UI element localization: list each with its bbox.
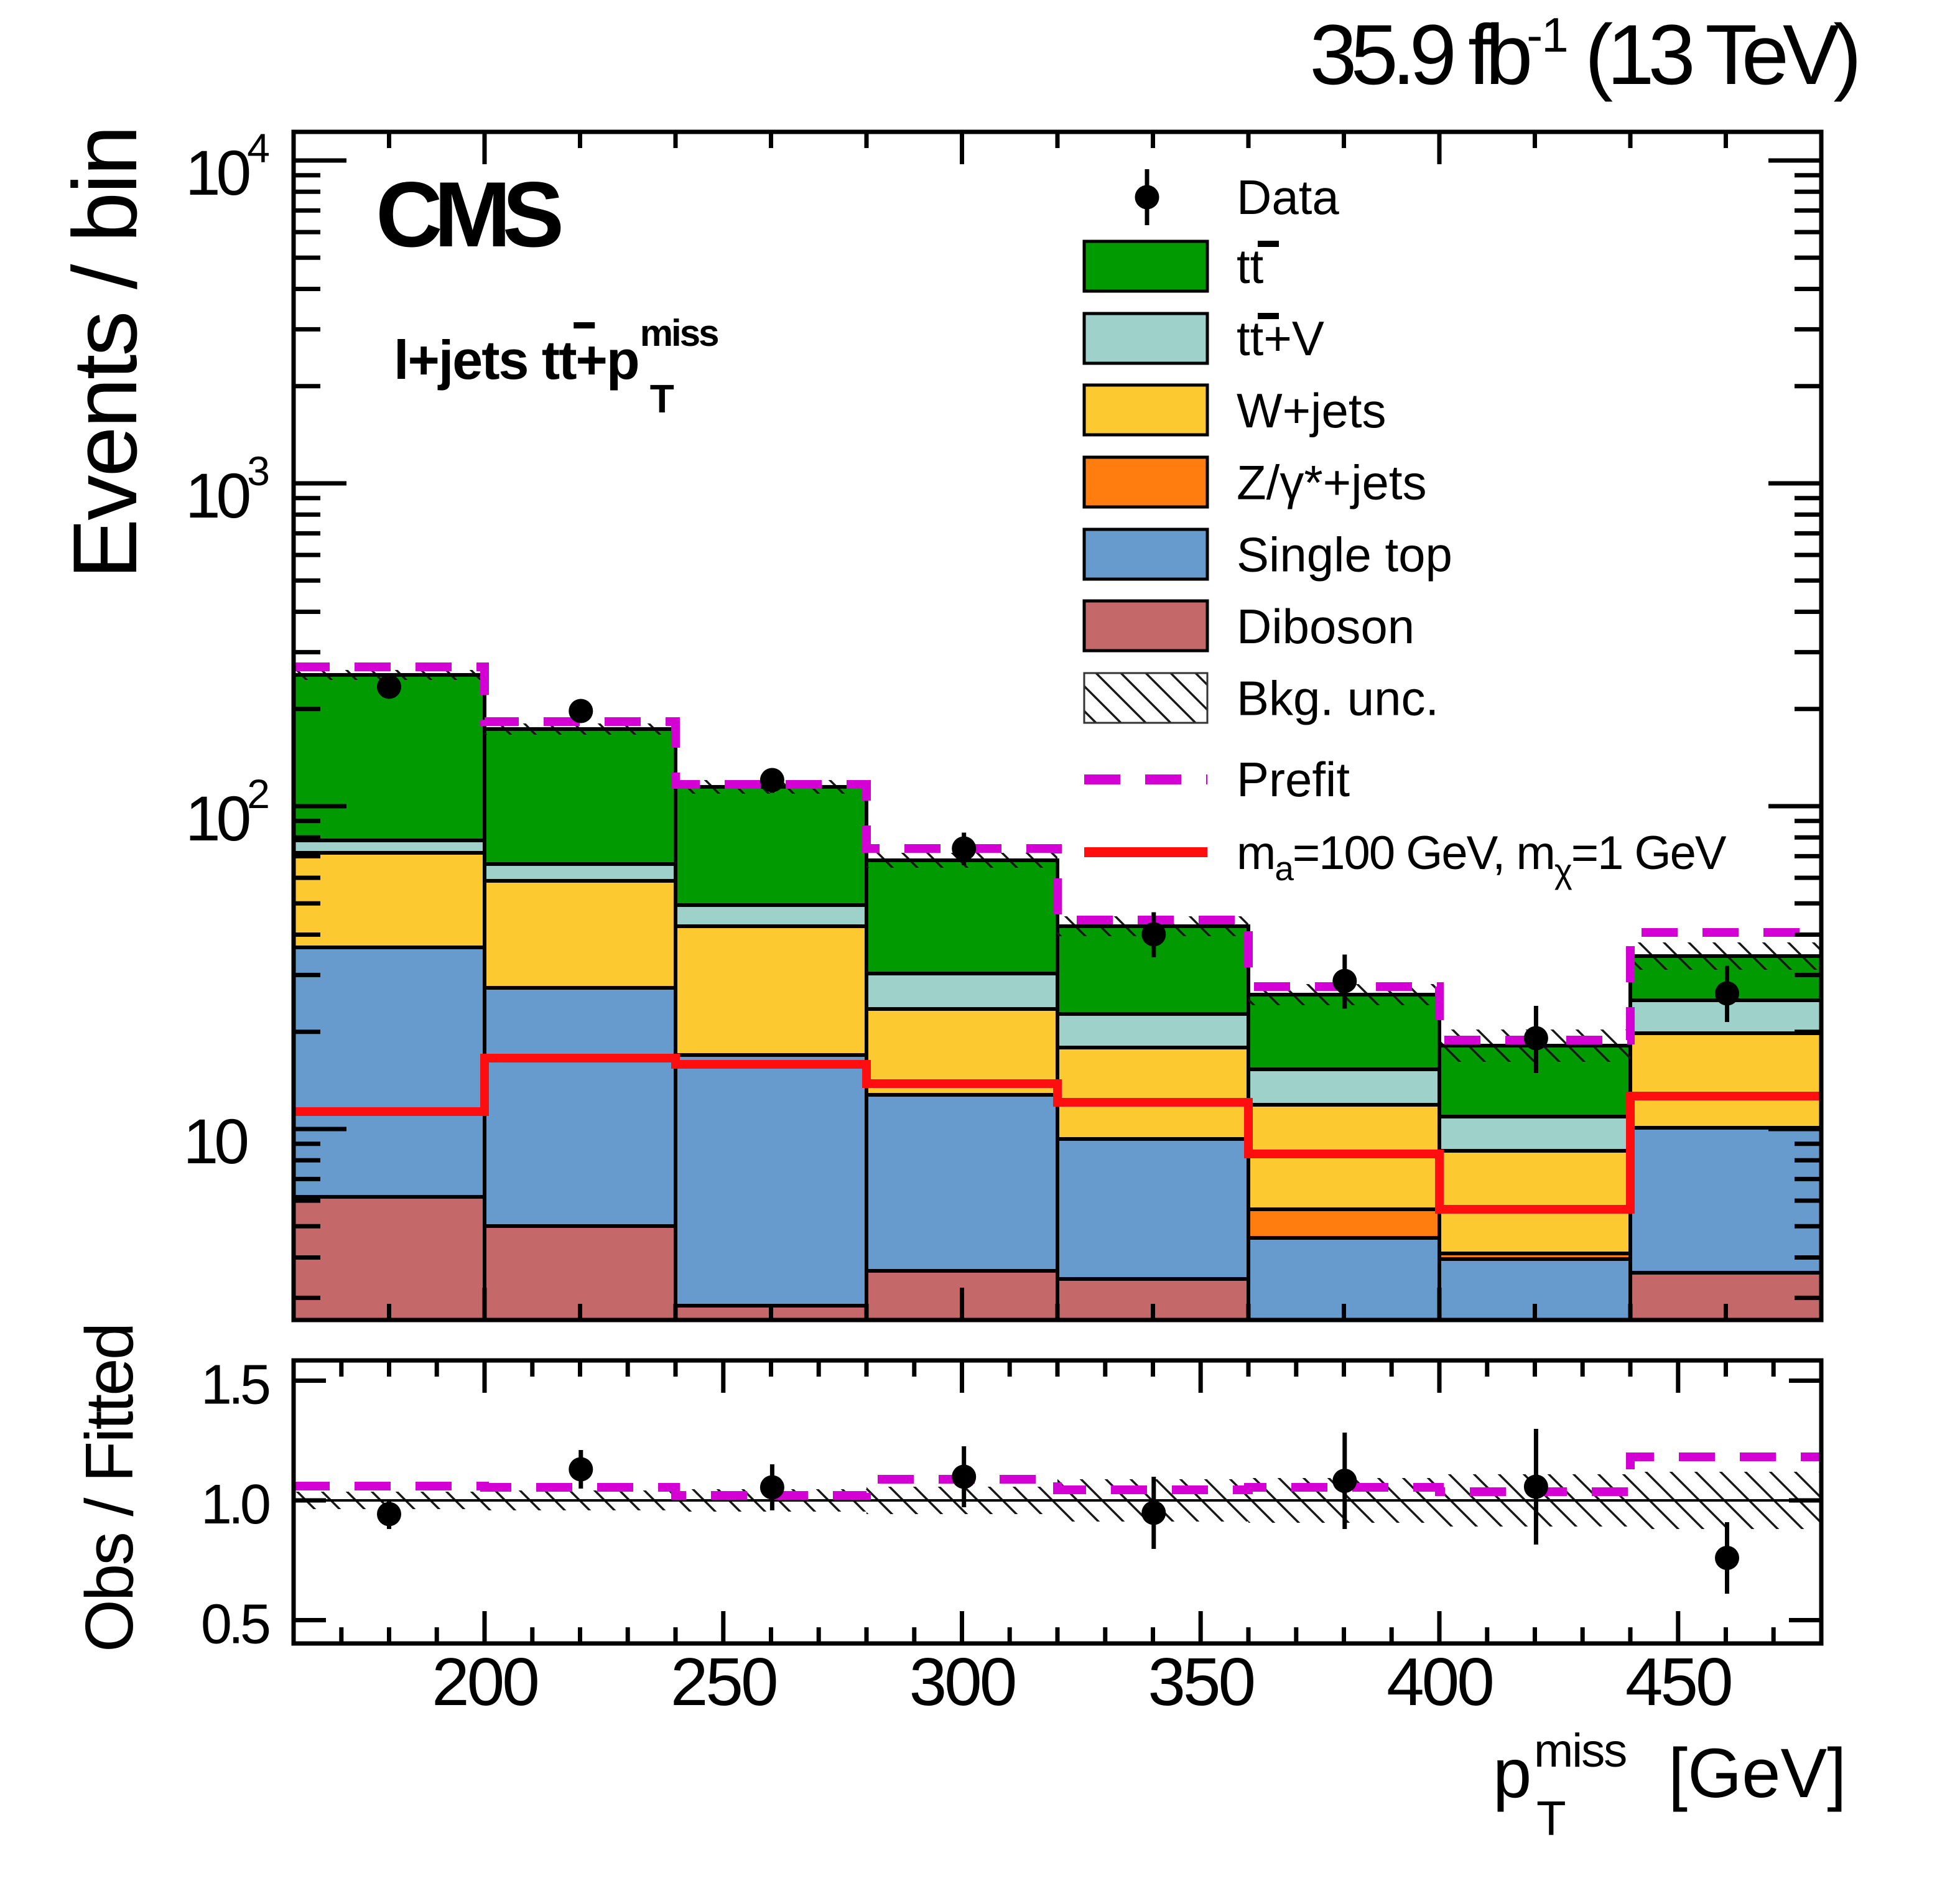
svg-text:450: 450	[1625, 1644, 1731, 1720]
svg-text:Data: Data	[1237, 170, 1339, 225]
svg-text:400: 400	[1386, 1644, 1492, 1720]
svg-text:p: p	[1493, 1734, 1531, 1812]
svg-text:1.0: 1.0	[201, 1474, 269, 1536]
svg-text:10: 10	[183, 1106, 248, 1177]
svg-text:tt+V: tt+V	[1237, 311, 1324, 366]
svg-text:200: 200	[432, 1644, 537, 1720]
svg-text:Diboson: Diboson	[1237, 599, 1414, 654]
svg-text:T: T	[650, 376, 674, 421]
svg-text:35.9 fb-1 (13 TeV): 35.9 fb-1 (13 TeV)	[1309, 7, 1857, 103]
svg-text:0.5: 0.5	[201, 1594, 269, 1656]
svg-text:miss: miss	[1534, 1724, 1626, 1777]
svg-text:tt: tt	[1237, 239, 1264, 294]
svg-text:l+jets tt+p: l+jets tt+p	[394, 329, 639, 391]
svg-text:W+jets: W+jets	[1237, 383, 1386, 438]
svg-text:Prefit: Prefit	[1237, 752, 1350, 807]
svg-text:300: 300	[909, 1644, 1015, 1720]
svg-text:1.5: 1.5	[201, 1354, 269, 1416]
svg-text:miss: miss	[640, 312, 718, 354]
svg-text:250: 250	[671, 1644, 776, 1720]
svg-text:Bkg. unc.: Bkg. unc.	[1237, 671, 1439, 726]
svg-text:CMS: CMS	[376, 162, 561, 266]
svg-text:Single top: Single top	[1237, 528, 1452, 582]
svg-text:Z/γ*+jets: Z/γ*+jets	[1237, 455, 1427, 510]
svg-text:350: 350	[1148, 1644, 1253, 1720]
svg-text:Obs / Fitted: Obs / Fitted	[72, 1324, 147, 1652]
svg-text:[GeV]: [GeV]	[1668, 1734, 1846, 1812]
svg-text:T: T	[1536, 1791, 1566, 1846]
svg-text:Events / bin: Events / bin	[54, 127, 156, 579]
